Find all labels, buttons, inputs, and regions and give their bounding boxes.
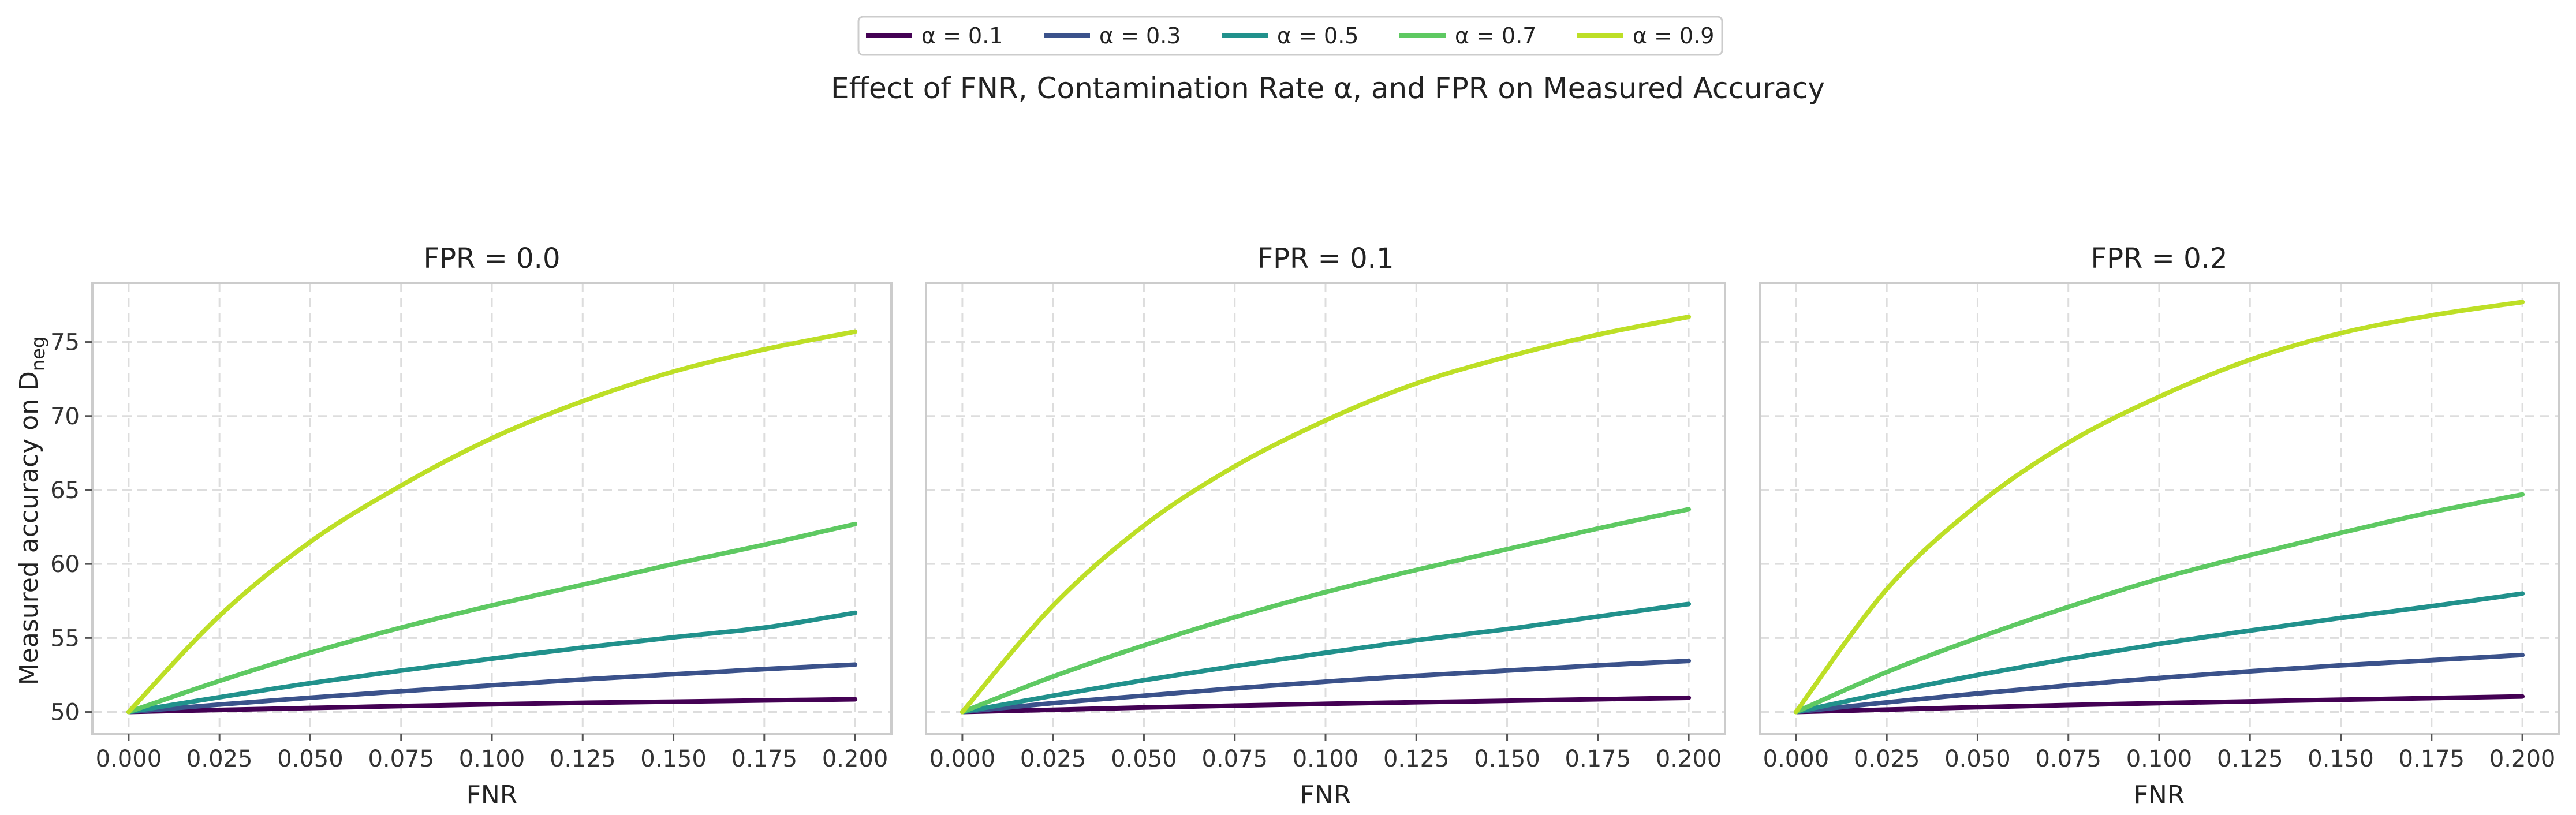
series-line-alpha-5 <box>126 610 858 715</box>
y-tick-label: 70 <box>50 403 80 430</box>
legend-label: α = 0.5 <box>1277 23 1358 48</box>
legend-frame <box>857 16 1723 56</box>
legend-entry: α = 0.3 <box>1044 23 1181 48</box>
series-line-alpha-1 <box>1793 694 2525 715</box>
y-tick-label: 50 <box>50 700 80 726</box>
series-line-alpha-5 <box>1793 591 2525 715</box>
legend-label: α = 0.3 <box>1099 23 1181 48</box>
x-tick-label: 0.175 <box>2399 746 2465 772</box>
legend-entry: α = 0.1 <box>866 23 1003 48</box>
x-tick-label: 0.000 <box>1763 746 1830 772</box>
x-tick-label: 0.050 <box>1944 746 2011 772</box>
x-tick-label: 0.025 <box>1020 746 1087 772</box>
x-tick-label: 0.050 <box>277 746 344 772</box>
x-tick-label: 0.125 <box>550 746 616 772</box>
x-tick-label: 0.150 <box>2308 746 2374 772</box>
legend-entry: α = 0.9 <box>1577 23 1714 48</box>
panel-3: 0.000 0.025 0.050 0.075 0.100 0.125 0.150 0.175… <box>1759 242 2560 810</box>
x-axis-label: FNR <box>2134 780 2185 810</box>
x-tick-label: 0.100 <box>459 746 525 772</box>
y-axis-label-main: Measured accuracy on D <box>14 371 44 685</box>
x-tick-label: 0.200 <box>822 746 888 772</box>
x-tick-label: 0.175 <box>1565 746 1632 772</box>
series-line-alpha-3 <box>1793 652 2525 715</box>
legend-entry: α = 0.7 <box>1399 23 1536 48</box>
legend-entry: α = 0.5 <box>1222 23 1358 48</box>
chart-title: Effect of FNR, Contamination Rate α, and… <box>831 72 1825 105</box>
series-line-alpha-7 <box>960 507 1692 715</box>
x-tick-label: 0.150 <box>1474 746 1540 772</box>
x-tick-label: 0.000 <box>929 746 996 772</box>
series-line-alpha-1 <box>960 695 1692 715</box>
y-tick-label: 75 <box>50 330 80 356</box>
series-line-alpha-7 <box>1793 492 2525 715</box>
y-tick-label: 60 <box>50 551 80 578</box>
x-tick-label: 0.025 <box>186 746 253 772</box>
series-line-alpha-9 <box>960 315 1692 715</box>
legend-label: α = 0.7 <box>1455 23 1536 48</box>
x-axis-label: FNR <box>466 780 518 810</box>
x-tick-label: 0.125 <box>2217 746 2283 772</box>
x-axis-label: FNR <box>1300 780 1352 810</box>
legend: α = 0.1 α = 0.3 α = 0.5 α = 0.7 α = 0.9 <box>857 16 1723 56</box>
x-tick-label: 0.200 <box>2489 746 2556 772</box>
x-tick-label: 0.175 <box>731 746 798 772</box>
y-tick-label: 65 <box>50 477 80 504</box>
x-tick-label: 0.075 <box>1201 746 1268 772</box>
x-tick-label: 0.025 <box>1854 746 1920 772</box>
legend-label: α = 0.9 <box>1633 23 1714 48</box>
series-line-alpha-9 <box>126 329 858 715</box>
panel-title: FPR = 0.2 <box>2091 242 2228 275</box>
x-tick-label: 0.100 <box>2126 746 2193 772</box>
series-line-alpha-3 <box>126 662 858 715</box>
panel-2: 0.000 0.025 0.050 0.075 0.100 0.125 0.150 0.175… <box>925 242 1726 810</box>
x-tick-label: 0.075 <box>2035 746 2101 772</box>
x-tick-label: 0.125 <box>1383 746 1450 772</box>
y-tick-label: 55 <box>50 625 80 652</box>
series-line-alpha-9 <box>1793 300 2525 715</box>
panel-1: 0.000 0.025 0.050 0.075 0.100 0.125 0.150 0.175… <box>50 242 893 810</box>
x-tick-label: 0.000 <box>96 746 162 772</box>
series-line-alpha-3 <box>960 659 1692 715</box>
panel-title: FPR = 0.1 <box>1257 242 1394 275</box>
x-tick-label: 0.150 <box>640 746 707 772</box>
series-line-alpha-1 <box>126 697 858 715</box>
x-tick-label: 0.075 <box>368 746 434 772</box>
x-tick-label: 0.200 <box>1656 746 1722 772</box>
y-axis-label-subscript: neg <box>27 337 49 371</box>
y-axis-label: Measured accuracy on Dneg <box>14 337 49 685</box>
series-line-alpha-5 <box>960 601 1692 715</box>
panel-title: FPR = 0.0 <box>424 242 561 275</box>
series-line-alpha-7 <box>126 521 858 715</box>
x-tick-label: 0.100 <box>1293 746 1359 772</box>
x-tick-label: 0.050 <box>1111 746 1177 772</box>
legend-label: α = 0.1 <box>921 23 1003 48</box>
